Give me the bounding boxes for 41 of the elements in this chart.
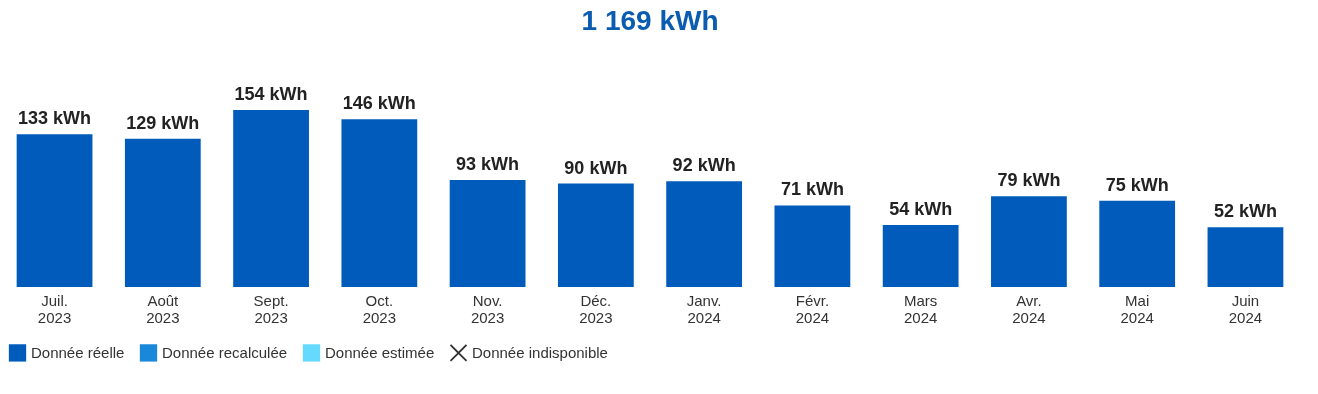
bar bbox=[1207, 227, 1284, 287]
bar bbox=[991, 196, 1067, 287]
legend-label: Donnée indisponible bbox=[472, 343, 608, 361]
bar bbox=[774, 205, 851, 287]
bar bbox=[666, 181, 743, 287]
bar bbox=[16, 134, 93, 287]
data-label: 54 kWh bbox=[889, 198, 953, 219]
bar bbox=[557, 183, 634, 287]
bar bbox=[882, 224, 959, 287]
data-label: 129 kWh bbox=[126, 112, 200, 133]
x-tick-label: Juin 2024 bbox=[1228, 291, 1263, 326]
data-label: 52 kWh bbox=[1213, 201, 1277, 222]
data-label: 154 kWh bbox=[234, 84, 308, 104]
x-tick-label: Janv. 2024 bbox=[686, 291, 722, 326]
bar bbox=[233, 110, 309, 287]
x-tick-label: Sept. 2023 bbox=[253, 291, 289, 326]
data-label: 79 kWh bbox=[997, 170, 1061, 191]
x-tick-label: Août 2023 bbox=[146, 291, 180, 326]
x-tick-label: Juil. 2023 bbox=[37, 291, 72, 326]
bar bbox=[124, 138, 201, 287]
x-tick-label: Déc. 2023 bbox=[579, 291, 613, 326]
data-label: 93 kWh bbox=[456, 154, 520, 175]
x-tick-label: Oct. 2023 bbox=[362, 291, 397, 326]
data-label: 92 kWh bbox=[672, 155, 736, 176]
x-tick-label: Mars 2024 bbox=[903, 291, 938, 326]
x-tick-label: Mai 2024 bbox=[1120, 291, 1154, 326]
bar bbox=[341, 119, 418, 287]
legend-label: Donnée recalculée bbox=[162, 343, 288, 361]
bar bbox=[449, 180, 526, 287]
data-label: 75 kWh bbox=[1105, 174, 1169, 195]
data-label: 71 kWh bbox=[780, 179, 844, 200]
bar bbox=[1099, 200, 1176, 287]
x-tick-label: Nov. 2023 bbox=[470, 291, 505, 326]
legend-label: Donnée réelle bbox=[31, 343, 125, 361]
data-label: 133 kWh bbox=[18, 108, 92, 129]
data-label: 146 kWh bbox=[342, 93, 416, 114]
x-tick-label: Avr. 2024 bbox=[1012, 291, 1046, 326]
x-tick-label: Févr. 2024 bbox=[795, 291, 830, 326]
data-label: 90 kWh bbox=[564, 157, 628, 178]
legend-label: Donnée estimée bbox=[325, 343, 435, 361]
chart-title: 1 169 kWh bbox=[581, 5, 719, 36]
